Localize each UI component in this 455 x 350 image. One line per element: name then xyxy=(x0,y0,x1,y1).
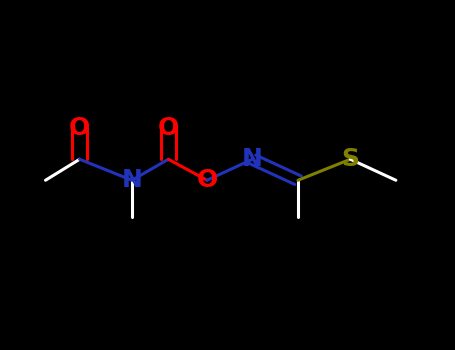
Text: O: O xyxy=(158,116,179,140)
Text: O: O xyxy=(197,168,217,192)
Text: N: N xyxy=(242,147,263,171)
Text: O: O xyxy=(69,116,90,140)
Text: N: N xyxy=(121,168,142,192)
Text: S: S xyxy=(341,147,359,171)
